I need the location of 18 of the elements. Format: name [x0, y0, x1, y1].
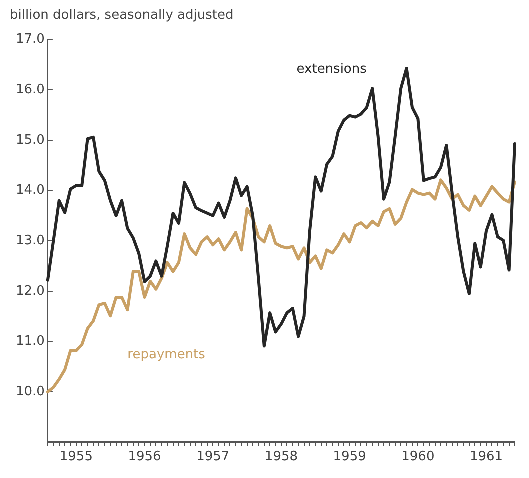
y-tick-label: 16.0 [16, 82, 45, 98]
x-tick-label: 1956 [128, 450, 162, 465]
y-tick-label: 10.0 [16, 384, 45, 400]
y-tick-label: 17.0 [16, 32, 45, 48]
x-tick-label: 1961 [470, 450, 504, 465]
x-tick-label: 1959 [333, 450, 366, 465]
x-tick-label: 1960 [402, 450, 435, 465]
x-tick-label: 1955 [60, 450, 93, 465]
y-axis-title: billion dollars, seasonally adjusted [10, 8, 235, 24]
series-label: extensions [296, 62, 368, 78]
y-tick-label: 14.0 [16, 183, 45, 198]
x-tick-label: 1957 [196, 450, 230, 465]
y-tick-label: 12.0 [16, 284, 45, 299]
y-tick-label: 11.0 [16, 334, 45, 350]
x-tick-label: 1958 [264, 450, 298, 465]
text: repayments [128, 347, 206, 362]
y-tick-label: 15.0 [16, 132, 45, 148]
y-tick-label: 13.0 [16, 233, 45, 248]
